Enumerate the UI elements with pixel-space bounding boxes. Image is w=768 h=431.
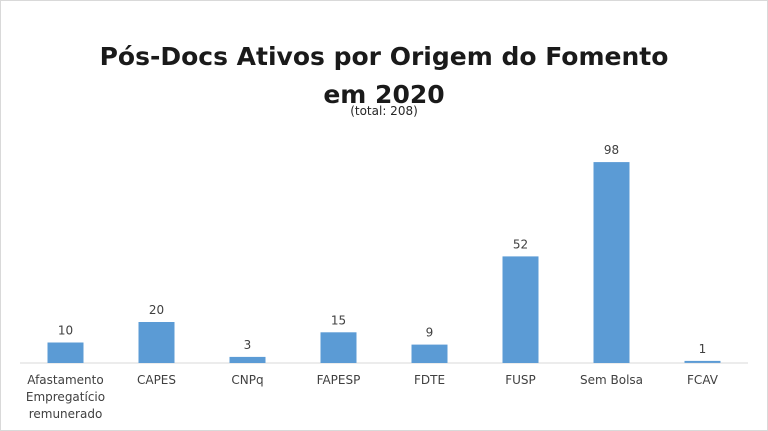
data-label-0: 10 xyxy=(58,324,73,338)
bar-4 xyxy=(411,344,448,363)
data-label-2: 3 xyxy=(244,338,252,352)
bar-3 xyxy=(320,332,357,363)
category-label-3: FAPESP xyxy=(316,373,361,387)
category-label-7: FCAV xyxy=(687,373,718,387)
bar-1 xyxy=(138,322,175,363)
data-label-5: 52 xyxy=(513,237,528,251)
bar-6 xyxy=(593,162,630,363)
category-label-5: FUSP xyxy=(505,373,536,387)
data-label-3: 15 xyxy=(331,313,346,327)
bar-2 xyxy=(229,356,266,363)
category-label-4: FDTE xyxy=(413,373,446,387)
data-label-7: 1 xyxy=(699,342,707,356)
category-label-2: CNPq xyxy=(231,373,264,387)
data-label-4: 9 xyxy=(426,326,434,340)
chart-title-line-1: Pós-Docs Ativos por Origem do Fomento xyxy=(99,42,669,71)
chart-subtitle: (total: 208) xyxy=(350,104,418,118)
chart-title-line-2: em 2020 xyxy=(323,80,445,109)
data-label-6: 98 xyxy=(604,143,619,157)
bar-7 xyxy=(684,360,721,363)
bar-5 xyxy=(502,256,539,363)
bar-0 xyxy=(47,342,84,363)
data-label-1: 20 xyxy=(149,303,164,317)
category-label-6: Sem Bolsa xyxy=(579,373,644,387)
chart-title: Pós-Docs Ativos por Origem do Fomento em… xyxy=(0,38,768,114)
category-label-0: Afastamento Empregatício remunerado xyxy=(25,373,106,421)
category-label-1: CAPES xyxy=(136,373,177,387)
